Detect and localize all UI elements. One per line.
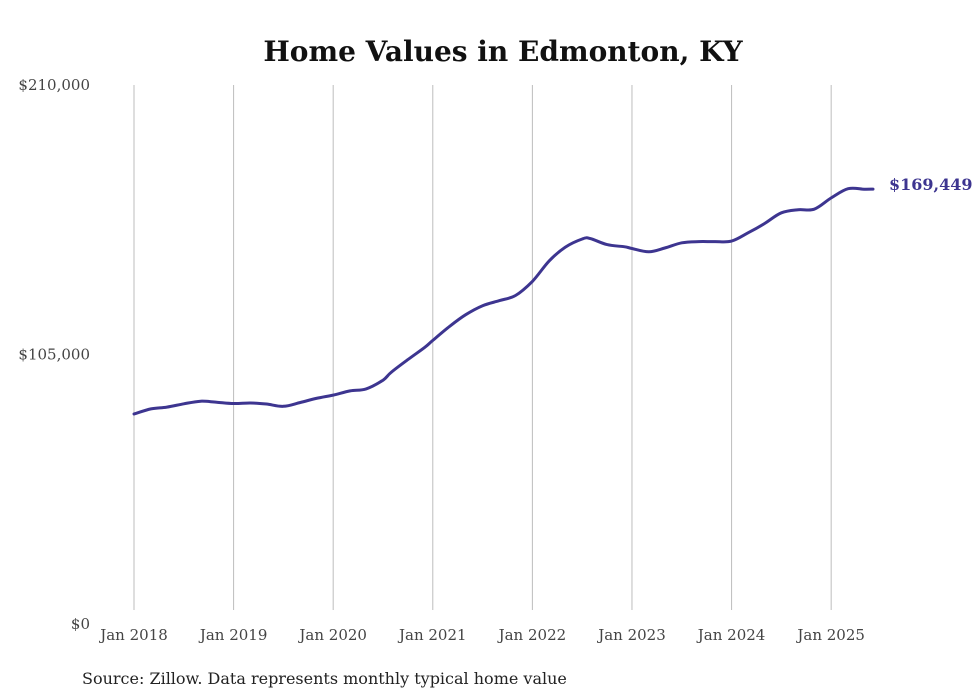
x-tick-label: Jan 2023 [596,626,666,644]
source-note: Source: Zillow. Data represents monthly … [82,669,567,688]
y-tick-label: $210,000 [18,76,90,94]
vertical-gridlines [133,85,832,610]
x-tick-label: Jan 2019 [198,626,268,644]
x-tick-label: Jan 2025 [795,626,865,644]
x-tick-label: Jan 2021 [397,626,467,644]
y-axis-ticks: $0 $105,000 $210,000 [18,76,90,633]
y-tick-label: $0 [71,615,90,633]
y-tick-label: $105,000 [18,346,90,364]
x-tick-label: Jan 2024 [696,626,766,644]
chart-title: Home Values in Edmonton, KY [263,35,743,68]
x-tick-label: Jan 2018 [98,626,168,644]
x-tick-label: Jan 2022 [497,626,567,644]
x-tick-label: Jan 2020 [297,626,367,644]
x-axis-ticks: Jan 2018 Jan 2019 Jan 2020 Jan 2021 Jan 2022… [98,626,865,644]
latest-value-label: $169,449 [889,175,973,194]
home-value-line [132,186,875,416]
